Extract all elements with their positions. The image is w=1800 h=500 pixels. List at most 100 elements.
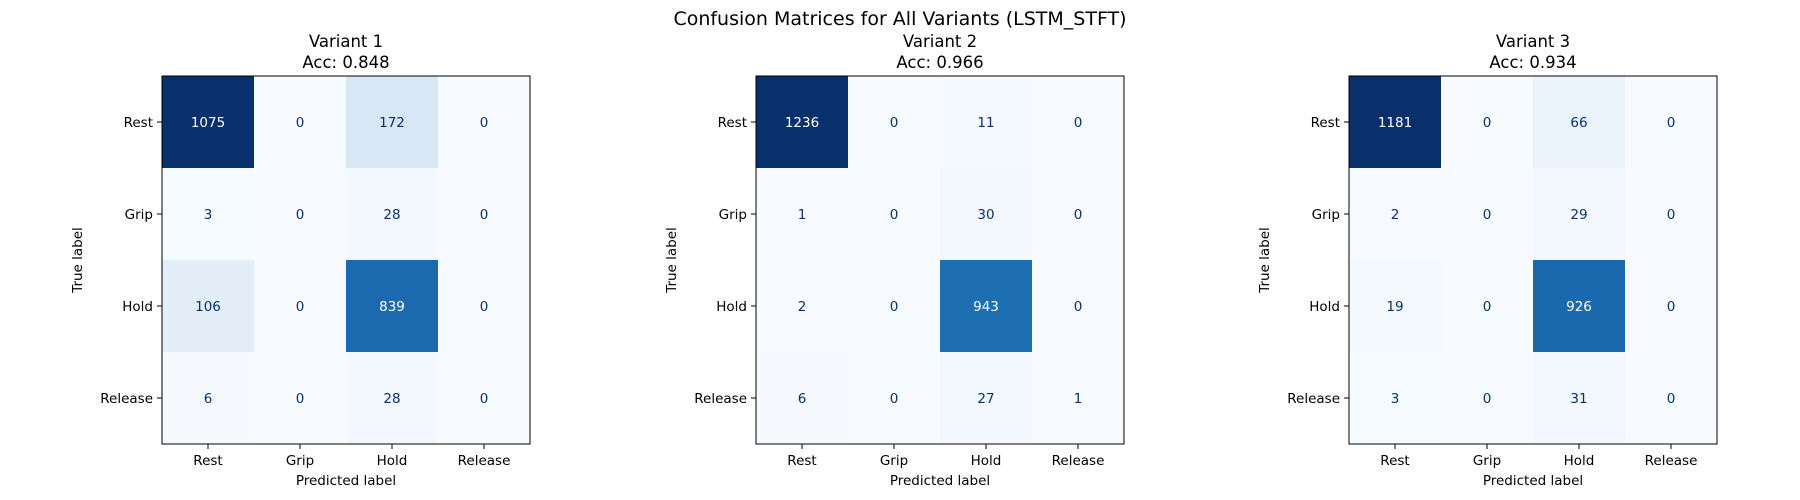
matrix-cell [1625, 76, 1717, 168]
cell-value: 0 [1667, 207, 1676, 223]
matrix-cell [940, 168, 1032, 260]
matrix-cell [254, 76, 346, 168]
matrix-cell [254, 260, 346, 352]
panel-title: Variant 2 [903, 32, 977, 51]
matrix-cell [1533, 76, 1625, 168]
confusion-matrix-panel-3: Variant 3 Acc: 0.934 1181 0 66 0 2 0 29 0 19 0 926 0 3… [1257, 32, 1718, 489]
x-tick-label: Rest [193, 453, 222, 469]
cell-value: 1236 [785, 115, 819, 131]
y-tick-label: Rest [1311, 115, 1340, 131]
matrix-cell [1441, 260, 1533, 352]
matrix-cell [1032, 260, 1124, 352]
cell-value: 27 [977, 391, 994, 407]
matrix-cell [940, 76, 1032, 168]
panel-title: Variant 1 [309, 32, 383, 51]
cell-value: 839 [379, 299, 405, 315]
x-tick-label: Release [458, 453, 511, 469]
cell-value: 0 [480, 299, 489, 315]
matrix-cell [1349, 76, 1441, 168]
cell-value: 0 [890, 115, 899, 131]
y-axis-label: True label [664, 227, 680, 294]
matrix-cell [1625, 260, 1717, 352]
matrix-cell [1441, 352, 1533, 444]
matrix-cell [346, 168, 438, 260]
cell-value: 0 [890, 207, 899, 223]
matrix-cell [756, 260, 848, 352]
x-axis-label: Predicted label [1483, 473, 1583, 489]
cell-value: 1 [798, 207, 807, 223]
matrix-cell [848, 168, 940, 260]
y-tick-label: Release [100, 391, 153, 407]
cell-value: 0 [1074, 299, 1083, 315]
matrix-cell [756, 352, 848, 444]
cell-value: 0 [480, 207, 489, 223]
cell-value: 0 [1667, 391, 1676, 407]
matrix-cell [1032, 76, 1124, 168]
matrix-cell [1533, 352, 1625, 444]
matrix-cell [1533, 168, 1625, 260]
matrix-cell [756, 168, 848, 260]
panel-title: Variant 3 [1496, 32, 1570, 51]
x-tick-label: Grip [1473, 453, 1501, 469]
axes-frame [161, 75, 531, 445]
cell-value: 0 [1483, 207, 1492, 223]
cell-value: 106 [195, 299, 221, 315]
confusion-matrix-panel-2: Variant 2 Acc: 0.966 1236 0 11 0 1 0 30 0 2 0 943 0 6 0… [664, 32, 1125, 489]
x-tick-label: Rest [1380, 453, 1409, 469]
figure-title: Confusion Matrices for All Variants (LST… [673, 8, 1126, 30]
matrix-cell [162, 260, 254, 352]
matrix-cell [848, 352, 940, 444]
cell-value: 0 [890, 299, 899, 315]
y-tick-label: Release [694, 391, 747, 407]
cell-value: 943 [973, 299, 999, 315]
panel-accuracy: Acc: 0.966 [896, 53, 983, 72]
matrix-cell [940, 352, 1032, 444]
matrix-cell [1625, 168, 1717, 260]
matrix-cell [1625, 352, 1717, 444]
cell-value: 28 [383, 391, 400, 407]
matrix-cell [162, 76, 254, 168]
cell-value: 11 [977, 115, 994, 131]
y-axis-label: True label [1257, 227, 1273, 294]
matrix-cell [346, 260, 438, 352]
matrix-cell [254, 352, 346, 444]
matrix-cell [848, 76, 940, 168]
cell-value: 1075 [191, 115, 225, 131]
cell-value: 0 [1074, 207, 1083, 223]
cell-value: 172 [379, 115, 405, 131]
cell-value: 1181 [1378, 115, 1412, 131]
matrix-cell [162, 168, 254, 260]
y-tick-label: Hold [122, 299, 153, 315]
axes-frame [1348, 75, 1718, 445]
cell-value: 0 [480, 391, 489, 407]
y-tick-label: Grip [1312, 207, 1340, 223]
cell-value: 0 [296, 115, 305, 131]
x-tick-label: Hold [971, 453, 1002, 469]
matrix-cell [756, 76, 848, 168]
matrix-cell [1032, 352, 1124, 444]
matrix-cell [1349, 168, 1441, 260]
cell-value: 2 [1391, 207, 1400, 223]
cell-value: 19 [1386, 299, 1403, 315]
x-tick-label: Release [1052, 453, 1105, 469]
matrix-cell [438, 352, 530, 444]
cell-value: 0 [1667, 299, 1676, 315]
confusion-matrix-panel-1: Variant 1 Acc: 0.848 1075 0 172 0 3 0 28 0 106 0 839… [70, 32, 531, 489]
y-tick-label: Grip [125, 207, 153, 223]
matrix-cell [1441, 76, 1533, 168]
cell-value: 0 [1483, 391, 1492, 407]
matrix-cell [1533, 260, 1625, 352]
y-tick-label: Hold [716, 299, 747, 315]
y-tick-label: Rest [124, 115, 153, 131]
cell-value: 0 [1483, 115, 1492, 131]
axes-frame [755, 75, 1125, 445]
matrix-cell [1349, 260, 1441, 352]
matrix-cell [438, 76, 530, 168]
y-tick-label: Grip [719, 207, 747, 223]
panel-accuracy: Acc: 0.934 [1489, 53, 1576, 72]
cell-value: 28 [383, 207, 400, 223]
cell-value: 0 [890, 391, 899, 407]
cell-value: 30 [977, 207, 994, 223]
cell-value: 0 [296, 391, 305, 407]
y-tick-label: Hold [1309, 299, 1340, 315]
